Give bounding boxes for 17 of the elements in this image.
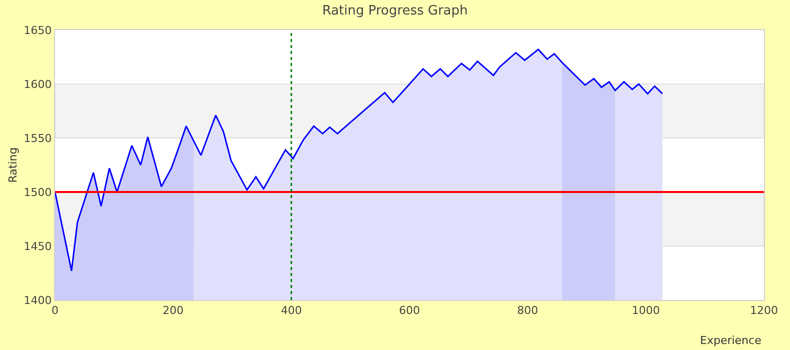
- y-axis-title: Rating: [6, 147, 20, 183]
- x-tick-label: 1200: [750, 304, 778, 318]
- y-tick-label: 1550: [24, 132, 52, 145]
- x-tick-label: 200: [162, 304, 184, 318]
- x-tick-label: 400: [280, 304, 302, 318]
- y-tick-label: 1650: [24, 24, 52, 37]
- y-tick-label: 1600: [24, 78, 52, 91]
- y-tick-label: 1400: [24, 294, 52, 307]
- x-tick-label: 800: [517, 304, 538, 318]
- x-tick-label: 600: [399, 304, 420, 318]
- chart-title: Rating Progress Graph: [322, 3, 468, 18]
- x-tick-label: 0: [52, 304, 58, 318]
- line-series: [55, 48, 664, 272]
- x-tick-label: 1000: [632, 304, 660, 318]
- y-tick-label: 1450: [24, 240, 52, 253]
- y-tick-label: 1500: [24, 186, 52, 199]
- x-axis-title: Experience: [700, 334, 762, 347]
